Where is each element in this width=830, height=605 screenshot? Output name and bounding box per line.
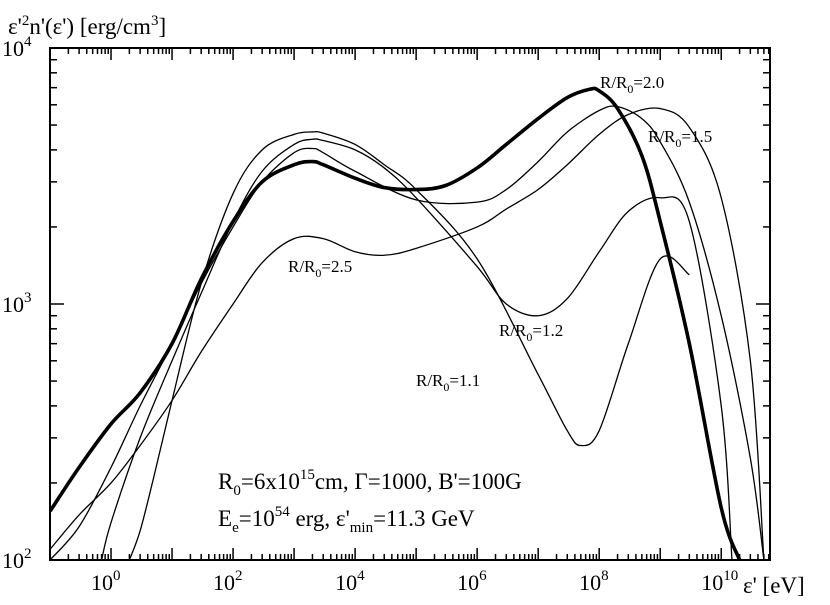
parameter-line-2: Ee=1054 erg, ε'min=11.3 GeV [218,504,475,536]
axis-tick-labels: 100 102 104 106 108 1010 102 103 104 [2,34,738,595]
curve-labels: R/R0=2.0 R/R0=1.5 R/R0=2.5 R/R0=1.2 R/R0… [288,73,712,394]
y-tick-label: 103 [2,290,32,317]
series-line-5 [50,107,765,560]
y-tick-label: 104 [2,34,32,61]
parameter-line-1: R0=6x1015cm, Γ=1000, B'=100G [218,467,522,499]
curve-label-r11: R/R0=1.1 [416,371,480,394]
x-tick-label: 1010 [701,568,738,595]
axis-ticks [49,47,770,561]
curve-label-r25: R/R0=2.5 [288,257,352,280]
x-axis-title: ε' [eV] [743,573,805,598]
x-tick-label: 106 [457,568,487,595]
x-tick-label: 104 [335,568,365,595]
y-axis-title: ε'2n'(ε') [erg/cm3] [8,13,166,39]
y-tick-label: 102 [2,546,32,573]
chart-series [50,86,765,560]
x-tick-label: 102 [213,568,243,595]
series-line-4 [50,86,742,560]
curve-label-r20: R/R0=2.0 [600,73,664,96]
series-line-1 [128,131,690,560]
series-line-2 [100,138,733,560]
curve-label-r12: R/R0=1.2 [499,321,563,344]
x-tick-label: 108 [579,568,609,595]
x-tick-label: 100 [91,568,121,595]
curve-label-r15: R/R0=1.5 [648,127,712,150]
